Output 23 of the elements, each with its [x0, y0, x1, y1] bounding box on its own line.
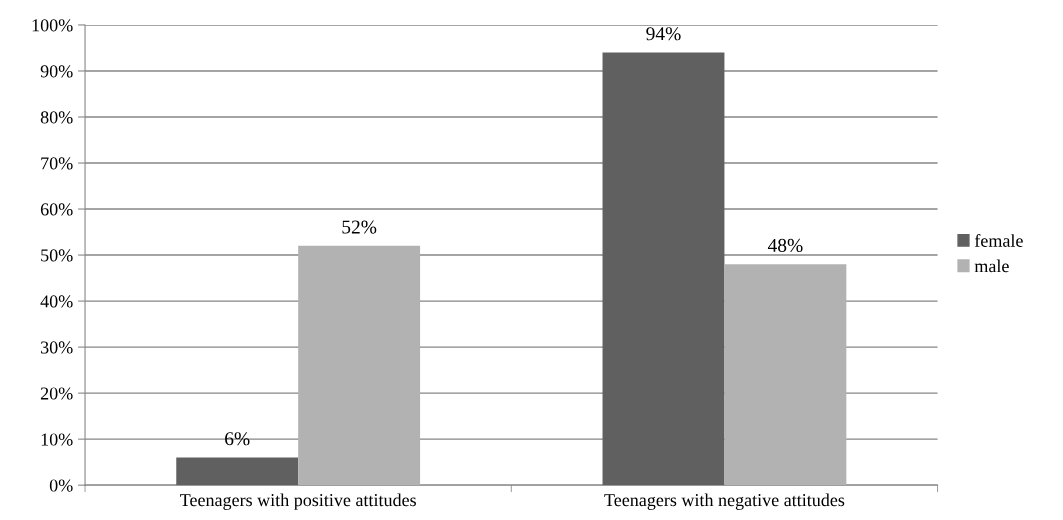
legend-label: female	[974, 233, 1023, 247]
bar	[724, 264, 847, 486]
data-label: 6%	[225, 432, 250, 446]
y-tick-label: 40%	[40, 295, 73, 308]
bar	[176, 457, 299, 486]
legend-label: male	[974, 259, 1009, 273]
y-tick-label: 70%	[41, 157, 73, 170]
y-tick-label: 90%	[40, 65, 73, 78]
bar	[602, 52, 725, 486]
y-tick-label: 50%	[41, 249, 73, 262]
y-tick-label: 20%	[40, 387, 73, 400]
y-tick-label: 30%	[41, 341, 73, 354]
data-label: 48%	[767, 238, 803, 253]
x-tick-label: Teenagers with negative attitudes	[604, 493, 845, 510]
y-tick-label: 100%	[32, 19, 73, 32]
y-tick-label: 10%	[41, 433, 73, 446]
y-tick-label: 60%	[40, 203, 73, 216]
y-tick-label: 0%	[49, 479, 73, 492]
x-tick-label: Teenagers with positive attitudes	[180, 493, 416, 510]
data-label: 52%	[342, 220, 377, 234]
bar	[298, 245, 421, 486]
y-tick-label: 80%	[40, 111, 73, 124]
data-label: 94%	[646, 27, 681, 41]
